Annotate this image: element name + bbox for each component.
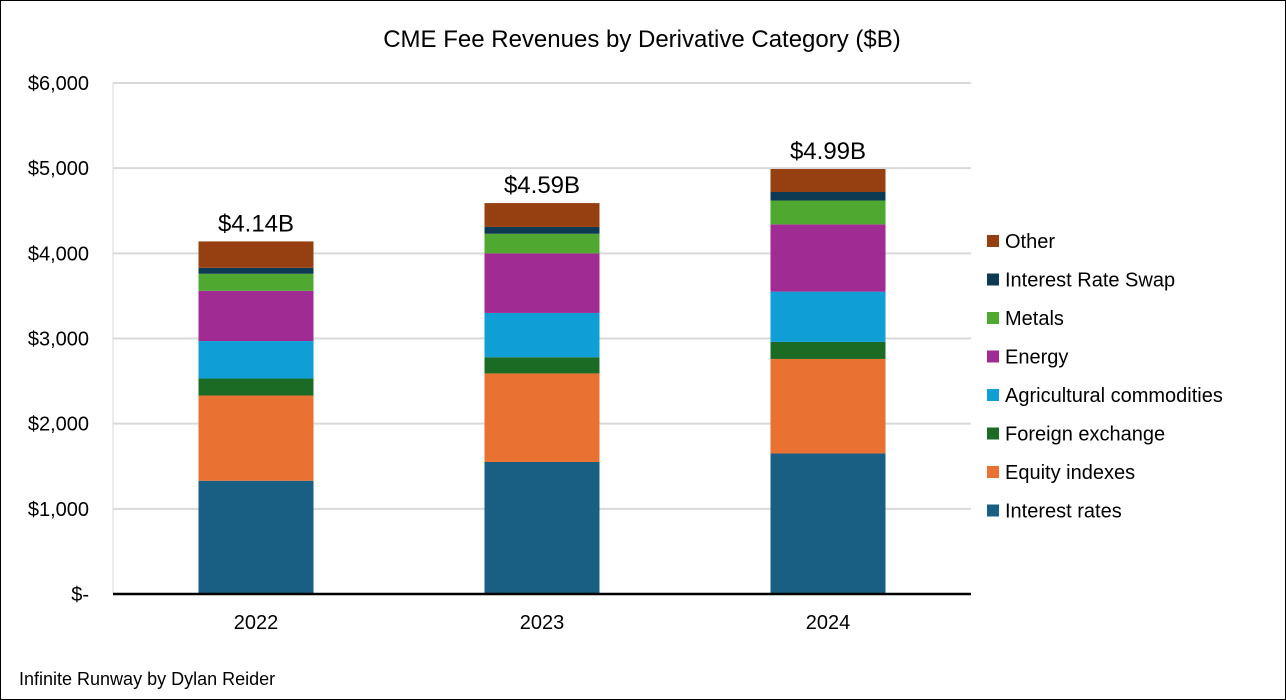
- bar-segment-equity-indexes: [484, 373, 600, 462]
- y-tick-label: $2,000: [28, 414, 89, 436]
- legend-swatch: [987, 350, 999, 363]
- y-tick-label: $3,000: [28, 329, 89, 351]
- legend-swatch: [987, 504, 999, 517]
- bar-segment-metals: [770, 200, 886, 225]
- legend-item: Foreign exchange: [987, 424, 1165, 446]
- bar-segment-interest-rates: [484, 461, 600, 594]
- bar-segment-foreign-exchange: [770, 341, 886, 359]
- legend-swatch: [987, 389, 999, 401]
- bar-segment-foreign-exchange: [198, 378, 314, 396]
- legend-item: Interest rates: [987, 501, 1122, 523]
- legend: Other Interest Rate Swap Metals Energy Agric…: [987, 231, 1223, 523]
- legend-label: Interest rates: [1005, 501, 1122, 523]
- x-tick-label: 2022: [234, 612, 279, 634]
- legend-item: Agricultural commodities: [987, 385, 1223, 407]
- legend-label: Agricultural commodities: [1005, 385, 1223, 407]
- x-axis-ticks: 2022 2023 2024: [234, 612, 851, 634]
- bar-segment-foreign-exchange: [484, 357, 600, 374]
- bar-segment-interest-rate-swap: [198, 267, 314, 274]
- bar-segment-equity-indexes: [770, 358, 886, 454]
- legend-label: Interest Rate Swap: [1005, 270, 1175, 292]
- bar-segment-energy: [484, 253, 600, 313]
- y-tick-label: $6,000: [28, 73, 89, 95]
- y-tick-label: $-: [71, 584, 89, 606]
- legend-item: Energy: [987, 347, 1068, 369]
- total-label: $4.14B: [218, 210, 294, 237]
- bar-segment-agricultural-commodities: [484, 312, 600, 358]
- legend-item: Equity indexes: [987, 462, 1135, 484]
- bar-segment-metals: [198, 273, 314, 291]
- legend-swatch: [987, 235, 999, 247]
- legend-label: Metals: [1005, 308, 1064, 330]
- legend-item: Other: [987, 231, 1055, 253]
- total-label: $4.99B: [790, 138, 866, 165]
- legend-label: Foreign exchange: [1005, 424, 1165, 446]
- total-labels: $4.14B $4.59B $4.99B: [218, 138, 866, 237]
- bar-segment-equity-indexes: [198, 395, 314, 481]
- bar-2023: [484, 203, 600, 594]
- x-tick-label: 2024: [806, 612, 851, 634]
- bar-2022: [198, 241, 314, 594]
- legend-swatch: [987, 312, 999, 324]
- bar-segment-interest-rates: [198, 480, 314, 594]
- bars: [198, 169, 886, 594]
- bar-segment-other: [198, 241, 314, 268]
- bar-2024: [770, 169, 886, 594]
- legend-swatch: [987, 273, 999, 286]
- y-tick-label: $4,000: [28, 243, 89, 265]
- legend-item: Metals: [987, 308, 1064, 330]
- bar-segment-agricultural-commodities: [198, 341, 314, 379]
- bar-segment-other: [484, 203, 600, 227]
- legend-label: Other: [1005, 231, 1055, 253]
- x-tick-label: 2023: [520, 612, 565, 634]
- legend-item: Interest Rate Swap: [987, 270, 1175, 292]
- bar-segment-metals: [484, 233, 600, 254]
- footer-credit: Infinite Runway by Dylan Reider: [19, 669, 275, 689]
- total-label: $4.59B: [504, 172, 580, 199]
- bar-segment-interest-rates: [770, 453, 886, 594]
- bar-segment-other: [770, 169, 886, 193]
- bar-segment-agricultural-commodities: [770, 291, 886, 342]
- legend-swatch: [987, 427, 999, 440]
- legend-label: Equity indexes: [1005, 462, 1135, 484]
- bar-segment-interest-rate-swap: [770, 192, 886, 201]
- bar-segment-energy: [770, 224, 886, 292]
- chart-title: CME Fee Revenues by Derivative Category …: [383, 26, 901, 53]
- legend-label: Energy: [1005, 347, 1068, 369]
- bar-segment-energy: [198, 290, 314, 342]
- legend-swatch: [987, 466, 999, 478]
- y-tick-label: $5,000: [28, 158, 89, 180]
- y-tick-label: $1,000: [28, 499, 89, 521]
- bar-segment-interest-rate-swap: [484, 226, 600, 234]
- y-axis-ticks: $- $1,000 $2,000 $3,000 $4,000 $5,000 $6,000: [28, 73, 89, 606]
